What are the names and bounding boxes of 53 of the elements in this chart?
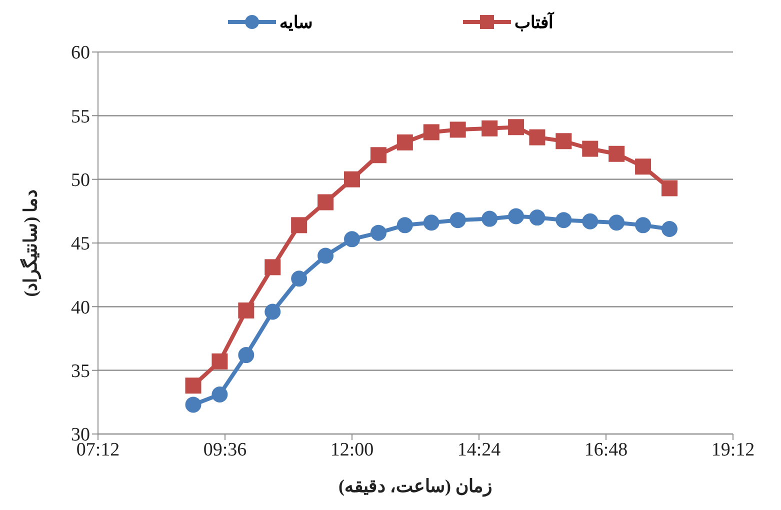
point xyxy=(508,119,524,136)
point xyxy=(635,158,652,175)
point xyxy=(608,146,625,162)
point xyxy=(185,378,202,394)
point xyxy=(264,259,281,276)
point xyxy=(185,396,202,413)
y-tick-label: 60 xyxy=(71,42,90,64)
point xyxy=(238,302,254,318)
point xyxy=(396,217,413,234)
point xyxy=(662,180,678,196)
point xyxy=(370,224,386,241)
point xyxy=(344,171,360,188)
point xyxy=(662,220,678,237)
point xyxy=(450,212,466,228)
y-tick-label: 55 xyxy=(71,106,90,128)
point xyxy=(482,210,498,227)
point xyxy=(212,386,228,403)
point xyxy=(582,213,598,230)
point xyxy=(318,194,334,210)
point xyxy=(291,217,308,234)
x-tick-label: 14:24 xyxy=(457,439,502,460)
point xyxy=(212,353,228,370)
point xyxy=(529,210,546,226)
point xyxy=(318,248,334,264)
y-tick-label: 35 xyxy=(71,361,90,382)
point xyxy=(291,270,308,287)
point xyxy=(556,133,572,150)
y-tick-label: 45 xyxy=(71,234,90,255)
legend-label: آفتاب xyxy=(514,12,554,32)
point xyxy=(370,147,386,164)
y-tick-label: 50 xyxy=(71,170,90,192)
point xyxy=(556,212,572,228)
point xyxy=(635,217,652,234)
x-tick-label: 19:12 xyxy=(711,439,755,460)
x-tick-label: 12:00 xyxy=(330,439,374,460)
point xyxy=(529,129,546,146)
point xyxy=(238,347,254,364)
point xyxy=(582,140,598,157)
point xyxy=(264,304,281,320)
point xyxy=(450,122,466,138)
point xyxy=(508,208,524,224)
x-tick-label: 09:36 xyxy=(203,439,247,460)
x-tick-label: 16:48 xyxy=(584,439,628,460)
point xyxy=(396,134,413,150)
point xyxy=(344,231,360,248)
point xyxy=(608,214,625,231)
point xyxy=(423,124,440,140)
x-axis-title: زمان (ساعت، دقیقه) xyxy=(338,476,492,497)
y-axis-title: دما (سانتیگراد) xyxy=(19,189,42,297)
point xyxy=(423,214,440,231)
legend-label: سایه xyxy=(280,12,312,32)
point xyxy=(482,120,498,136)
y-tick-label: 40 xyxy=(71,297,90,318)
